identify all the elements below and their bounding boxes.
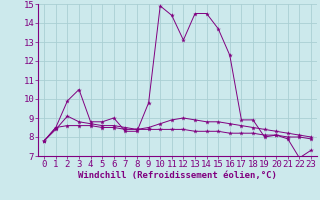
X-axis label: Windchill (Refroidissement éolien,°C): Windchill (Refroidissement éolien,°C) bbox=[78, 171, 277, 180]
